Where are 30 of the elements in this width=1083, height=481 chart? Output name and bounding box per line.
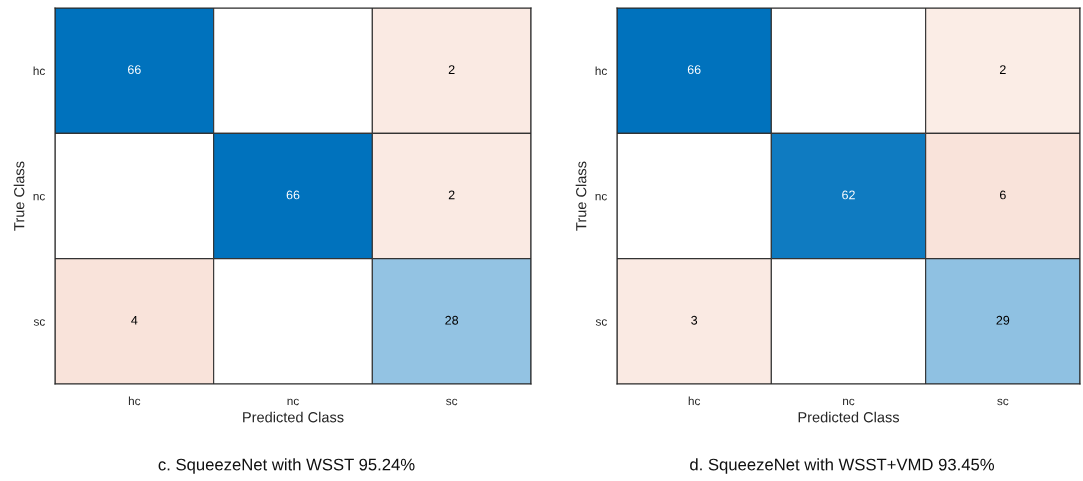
x-tick-label: hc [128, 396, 141, 406]
y-tick-label: nc [33, 193, 45, 201]
x-tick-label: hc [688, 396, 701, 406]
y-tick-label: hc [595, 66, 607, 76]
data-label: 4 [131, 315, 138, 325]
data-label: 28 [445, 315, 459, 325]
y-axis-title: True Class [13, 161, 25, 231]
x-tick-label: sc [446, 398, 458, 406]
y-tick-label: nc [595, 193, 607, 201]
data-label: 2 [999, 65, 1006, 74]
data-label: 66 [128, 65, 141, 75]
x-axis-title: Predicted Class [243, 411, 344, 423]
y-tick-label: hc [33, 66, 45, 76]
y-axis-title: True Class [575, 161, 587, 231]
x-tick-label: nc [287, 398, 299, 406]
data-label: 62 [842, 190, 855, 200]
data-label: 6 [999, 190, 1006, 200]
x-tick-label: nc [843, 398, 855, 406]
data-label: 29 [996, 315, 1010, 325]
data-label: 3 [691, 315, 698, 325]
data-label: 66 [286, 190, 300, 200]
data-label: 2 [448, 190, 455, 200]
text: c. SqueezeNet with WSST 95.24% [158, 458, 415, 474]
y-tick-label: sc [33, 319, 45, 326]
y-tick-label: sc [595, 319, 607, 326]
x-tick-label: sc [997, 398, 1009, 406]
data-label: 66 [687, 65, 701, 75]
x-axis-title: Predicted Class [798, 411, 900, 423]
text: d. SqueezeNet with WSST+VMD 93.45% [690, 458, 995, 474]
data-label: 2 [448, 65, 455, 74]
